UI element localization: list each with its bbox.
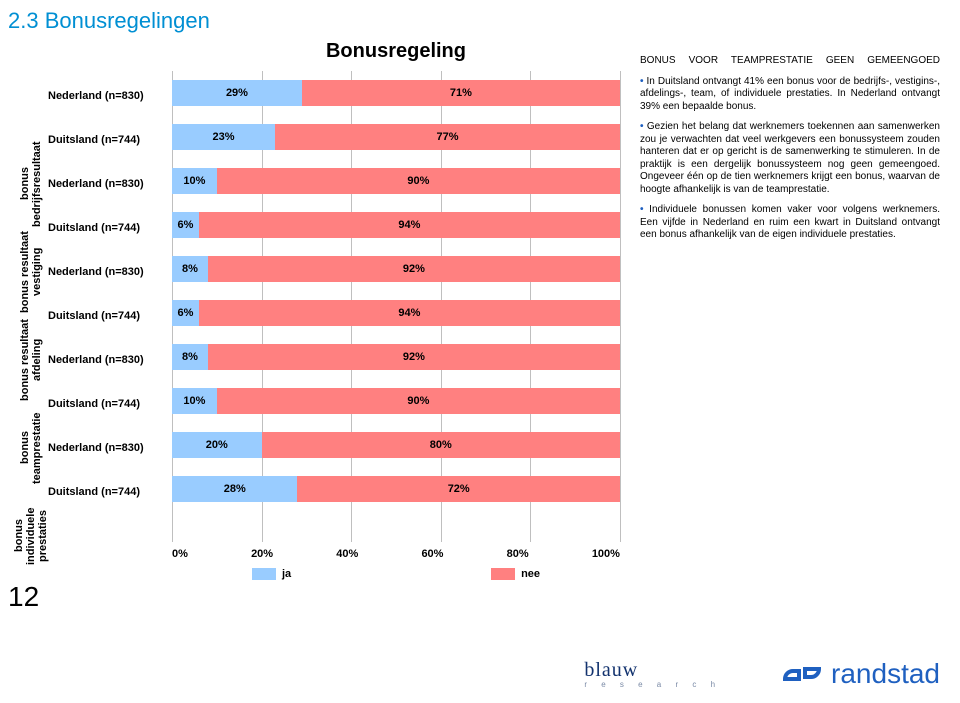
bar-segment-ja: 28%: [172, 476, 297, 502]
bar-segment-nee: 92%: [208, 344, 620, 370]
page: 2.3 Bonusregelingen bonus bedrijfsresult…: [0, 0, 960, 703]
sidebar-paragraph: • Individuele bonussen komen vaker voor …: [640, 204, 940, 242]
x-tick: 100%: [592, 548, 620, 560]
bar-segment-ja: 8%: [172, 344, 208, 370]
bar-segment-ja: 6%: [172, 300, 199, 326]
bar-segment-nee: 72%: [297, 476, 620, 502]
bar-segment-ja: 10%: [172, 388, 217, 414]
bar-row: 10%90%: [172, 159, 620, 203]
bars-container: 29%71%23%77%10%90%6%94%8%92%6%94%8%92%10…: [172, 71, 620, 542]
bar-row: 8%92%: [172, 247, 620, 291]
bar-segment-nee: 71%: [302, 80, 620, 106]
stacked-bar: 20%80%: [172, 432, 620, 458]
row-label: Nederland (n=830): [42, 250, 172, 294]
category-label: bonus resultaat vestiging: [20, 228, 42, 316]
bullet-icon: •: [640, 121, 647, 132]
legend-swatch: [252, 568, 276, 580]
x-tick: 0%: [172, 548, 188, 560]
x-tick: 60%: [421, 548, 443, 560]
row-label: Duitsland (n=744): [42, 382, 172, 426]
bar-segment-ja: 29%: [172, 80, 302, 106]
randstad-logo-text: randstad: [831, 658, 940, 690]
bar-row: 6%94%: [172, 291, 620, 335]
bar-segment-nee: 94%: [199, 300, 620, 326]
sidebar-title: BONUS VOOR TEAMPRESTATIE GEEN GEMEENGOED: [640, 55, 940, 68]
category-label: bonus bedrijfsresultaat: [20, 140, 42, 228]
row-label: Nederland (n=830): [42, 162, 172, 206]
stacked-bar: 23%77%: [172, 124, 620, 150]
row-label: Duitsland (n=744): [42, 206, 172, 250]
bar-segment-ja: 10%: [172, 168, 217, 194]
bar-segment-ja: 6%: [172, 212, 199, 238]
sidebar-text: BONUS VOOR TEAMPRESTATIE GEEN GEMEENGOED…: [640, 55, 940, 250]
bar-row: 6%94%: [172, 203, 620, 247]
bar-row: 20%80%: [172, 423, 620, 467]
stacked-bar: 6%94%: [172, 300, 620, 326]
stacked-bar: 10%90%: [172, 168, 620, 194]
x-tick: 80%: [507, 548, 529, 560]
bar-row: 29%71%: [172, 71, 620, 115]
legend: ja nee: [172, 560, 620, 580]
stacked-bar: 10%90%: [172, 388, 620, 414]
bar-row: 8%92%: [172, 335, 620, 379]
x-axis: 0% 20% 40% 60% 80% 100%: [172, 542, 620, 560]
blauw-logo-text: blauw: [584, 659, 638, 681]
category-label: bonus resultaat afdeling: [20, 316, 42, 404]
plot: Bonusregeling 29%71%23%77%10%90%6%94%8%9…: [172, 40, 620, 580]
chart-area: bonus bedrijfsresultaatbonus resultaat v…: [20, 40, 620, 580]
stacked-bar: 29%71%: [172, 80, 620, 106]
sidebar-paragraph: • Gezien het belang dat werknemers toeke…: [640, 121, 940, 196]
category-axis: bonus bedrijfsresultaatbonus resultaat v…: [20, 40, 42, 580]
bar-rows: 29%71%23%77%10%90%6%94%8%92%6%94%8%92%10…: [172, 71, 620, 542]
legend-label: ja: [282, 568, 291, 580]
bar-segment-ja: 20%: [172, 432, 262, 458]
row-label: Nederland (n=830): [42, 74, 172, 118]
blauw-logo: blauw r e s e a r c h: [584, 659, 721, 689]
bullet-icon: •: [640, 76, 647, 87]
legend-item: ja: [252, 568, 291, 580]
bar-row: 23%77%: [172, 115, 620, 159]
legend-item: nee: [491, 568, 540, 580]
randstad-logo: randstad: [781, 657, 940, 691]
chart-title: Bonusregeling: [172, 40, 620, 71]
bar-segment-nee: 77%: [275, 124, 620, 150]
row-label: Duitsland (n=744): [42, 118, 172, 162]
row-label: Nederland (n=830): [42, 338, 172, 382]
x-tick: 20%: [251, 548, 273, 560]
bar-segment-nee: 90%: [217, 388, 620, 414]
bar-segment-nee: 94%: [199, 212, 620, 238]
bar-segment-ja: 8%: [172, 256, 208, 282]
row-labels: Nederland (n=830)Duitsland (n=744)Nederl…: [42, 40, 172, 580]
randstad-icon: [781, 657, 823, 691]
legend-label: nee: [521, 568, 540, 580]
stacked-bar: 8%92%: [172, 256, 620, 282]
bar-row: 10%90%: [172, 379, 620, 423]
row-label: Duitsland (n=744): [42, 294, 172, 338]
stacked-bar: 28%72%: [172, 476, 620, 502]
row-label: Nederland (n=830): [42, 426, 172, 470]
blauw-logo-sub: r e s e a r c h: [584, 680, 721, 689]
footer-logos: blauw r e s e a r c h randstad: [584, 657, 940, 691]
sidebar-paragraph: • In Duitsland ontvangt 41% een bonus vo…: [640, 76, 940, 114]
x-tick: 40%: [336, 548, 358, 560]
bar-row: 28%72%: [172, 467, 620, 511]
category-label: bonus individuele prestaties: [20, 492, 42, 580]
bullet-icon: •: [640, 204, 649, 215]
section-heading: 2.3 Bonusregelingen: [8, 8, 210, 34]
page-number: 12: [8, 581, 39, 613]
legend-swatch: [491, 568, 515, 580]
bar-segment-nee: 80%: [262, 432, 620, 458]
bar-segment-ja: 23%: [172, 124, 275, 150]
bar-segment-nee: 90%: [217, 168, 620, 194]
grid-line: [620, 71, 621, 542]
bar-segment-nee: 92%: [208, 256, 620, 282]
stacked-bar: 6%94%: [172, 212, 620, 238]
row-label: Duitsland (n=744): [42, 470, 172, 514]
stacked-bar: 8%92%: [172, 344, 620, 370]
category-label: bonus teamprestatie: [20, 404, 42, 492]
